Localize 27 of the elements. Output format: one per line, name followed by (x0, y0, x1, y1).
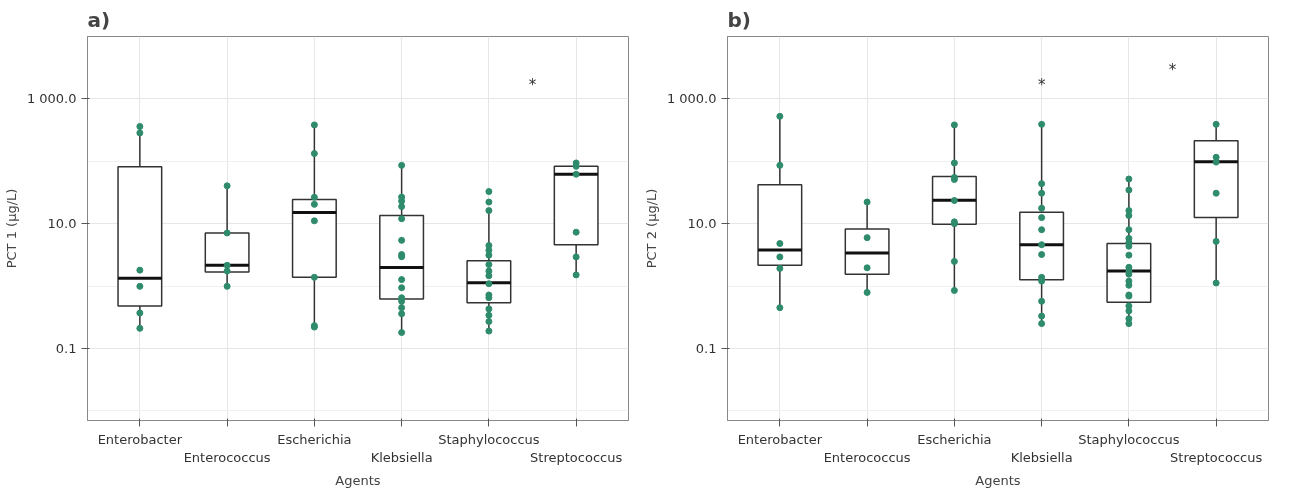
x-tick-label: Streptococcus (1170, 449, 1263, 465)
x-tick-label: Enterococcus (183, 449, 271, 465)
y-axis-title: PCT 2 (µg/L) (643, 188, 659, 269)
y-tick-label: 10.0 (687, 216, 717, 232)
x-tick-label: Escherichia (917, 431, 992, 447)
x-tick-label: Klebsiella (1010, 449, 1073, 465)
x-axis-title: Agents (975, 472, 1021, 488)
chart-title: b) (727, 7, 751, 32)
y-tick-label: 1 000.0 (26, 91, 77, 107)
x-tick-label: Streptococcus (530, 449, 623, 465)
x-tick-label: Klebsiella (370, 449, 433, 465)
x-tick-label: Escherichia (277, 431, 352, 447)
y-tick-label: 0.1 (55, 340, 77, 356)
x-axis-title: Agents (335, 472, 381, 488)
y-tick-label: 0.1 (695, 340, 717, 356)
x-tick-label: Enterobacter (737, 431, 823, 447)
annotation: * (1168, 60, 1177, 79)
x-tick-label: Enterobacter (97, 431, 183, 447)
x-tick-label: Enterococcus (823, 449, 911, 465)
annotation: * (528, 76, 537, 95)
y-tick-label: 10.0 (47, 216, 77, 232)
x-tick-label: Staphylococcus (438, 431, 540, 447)
x-tick-label: Staphylococcus (1078, 431, 1180, 447)
y-axis-title: PCT 1 (µg/L) (3, 188, 19, 269)
annotation: * (1037, 76, 1046, 95)
chart-title: a) (87, 7, 111, 32)
y-tick-label: 1 000.0 (666, 91, 717, 107)
